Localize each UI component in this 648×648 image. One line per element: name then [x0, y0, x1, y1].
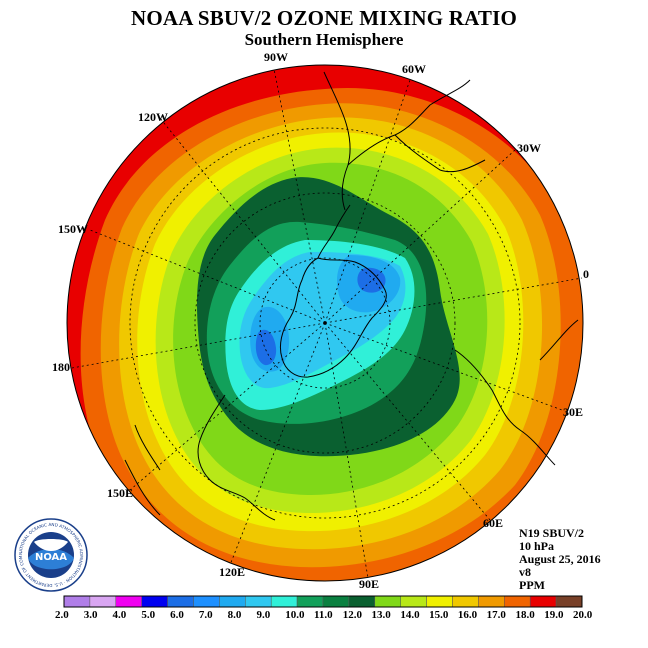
- colorbar-frame: [63, 595, 583, 608]
- date-label: August 25, 2016: [519, 552, 601, 566]
- colorbar-tick-label: 9.0: [256, 609, 271, 621]
- colorbar-swatch: [400, 595, 427, 608]
- colorbar-tick-label: 17.0: [486, 609, 506, 621]
- colorbar-swatch: [193, 595, 220, 608]
- lon-label-30e: 30E: [563, 405, 584, 419]
- map-boundary: [66, 64, 584, 582]
- colorbar-swatch: [245, 595, 272, 608]
- lon-label-180: 180: [52, 360, 70, 374]
- colorbar-swatch: [167, 595, 194, 608]
- colorbar-swatch: [529, 595, 557, 608]
- colorbar-swatch: [478, 595, 505, 608]
- lon-label-150w: 150W: [58, 222, 88, 236]
- lon-label-90w: 90W: [264, 50, 288, 64]
- antarctic-peninsula: [317, 204, 351, 259]
- colorbar-tick-label: 5.0: [141, 609, 156, 621]
- map-title: NOAA SBUV/2 OZONE MIXING RATIO: [131, 6, 517, 30]
- lon-label-0: 0: [583, 267, 589, 281]
- lon-label-60w: 60W: [402, 62, 426, 76]
- colorbar-swatch: [296, 595, 324, 608]
- colorbar-swatch: [374, 595, 401, 608]
- colorbar-swatch: [426, 595, 453, 608]
- product-info: N19 SBUV/2 10 hPa August 25, 2016 v8 PPM: [519, 527, 601, 592]
- continent-outlines: [124, 71, 579, 521]
- colorbar-swatch: [452, 595, 479, 608]
- colorbar-tick-label: 8.0: [227, 609, 242, 621]
- colorbar-swatch: [141, 595, 168, 608]
- colorbar-swatch: [89, 595, 117, 608]
- lon-label-150e: 150E: [107, 486, 134, 500]
- colorbar-swatch: [322, 595, 350, 608]
- colorbar-tick-label: 10.0: [285, 609, 305, 621]
- lon-label-120e: 120E: [219, 565, 246, 579]
- colorbar-swatch: [115, 595, 142, 608]
- colorbar-tick-label: 6.0: [170, 609, 184, 621]
- colorbar-tick-label: 2.0: [55, 609, 69, 621]
- colorbar: [63, 595, 583, 608]
- colorbar-tick-label: 15.0: [429, 609, 449, 621]
- antarctica-coastline: [279, 257, 387, 378]
- version-label: v8: [519, 565, 531, 579]
- noaa-logo: NATIONAL OCEANIC AND ATMOSPHERIC ADMINIS…: [14, 518, 88, 592]
- africa-coastline: [454, 319, 579, 466]
- colorbar-tick-label: 7.0: [198, 609, 213, 621]
- colorbar-tick-label: 16.0: [457, 609, 478, 621]
- colorbar-tick-label: 11.0: [314, 609, 333, 621]
- lon-label-60e: 60E: [483, 516, 504, 530]
- colorbar-swatch: [270, 595, 298, 608]
- lon-label-90e: 90E: [359, 577, 380, 591]
- band-6: [255, 267, 386, 366]
- colorbar-swatch: [219, 595, 246, 608]
- colorbar-swatch: [555, 595, 583, 608]
- units-label: PPM: [519, 578, 545, 592]
- graticule: [71, 68, 583, 579]
- pressure-level-label: 10 hPa: [519, 539, 555, 553]
- colorbar-swatch: [63, 595, 91, 608]
- colorbar-tick-label: 3.0: [83, 609, 98, 621]
- colorbar-tick-label: 13.0: [371, 609, 391, 621]
- logo-text: NOAA: [35, 552, 67, 563]
- colorbar-swatch: [504, 595, 531, 608]
- colorbar-tick-label: 14.0: [400, 609, 420, 621]
- australia-coastline: [197, 394, 276, 521]
- colorbar-tick-label: 20.0: [573, 609, 593, 621]
- colorbar-tick-label: 18.0: [515, 609, 535, 621]
- lon-label-30w: 30W: [517, 141, 541, 155]
- colorbar-swatch: [348, 595, 376, 608]
- instrument-label: N19 SBUV/2: [519, 526, 585, 540]
- colorbar-tick-label: 19.0: [544, 609, 564, 621]
- colorbar-tick-label: 4.0: [112, 609, 127, 621]
- map-subtitle: Southern Hemisphere: [244, 30, 404, 49]
- lon-label-120w: 120W: [138, 110, 168, 124]
- colorbar-tick-label: 12.0: [342, 609, 363, 621]
- south-america-coastline: [323, 71, 486, 211]
